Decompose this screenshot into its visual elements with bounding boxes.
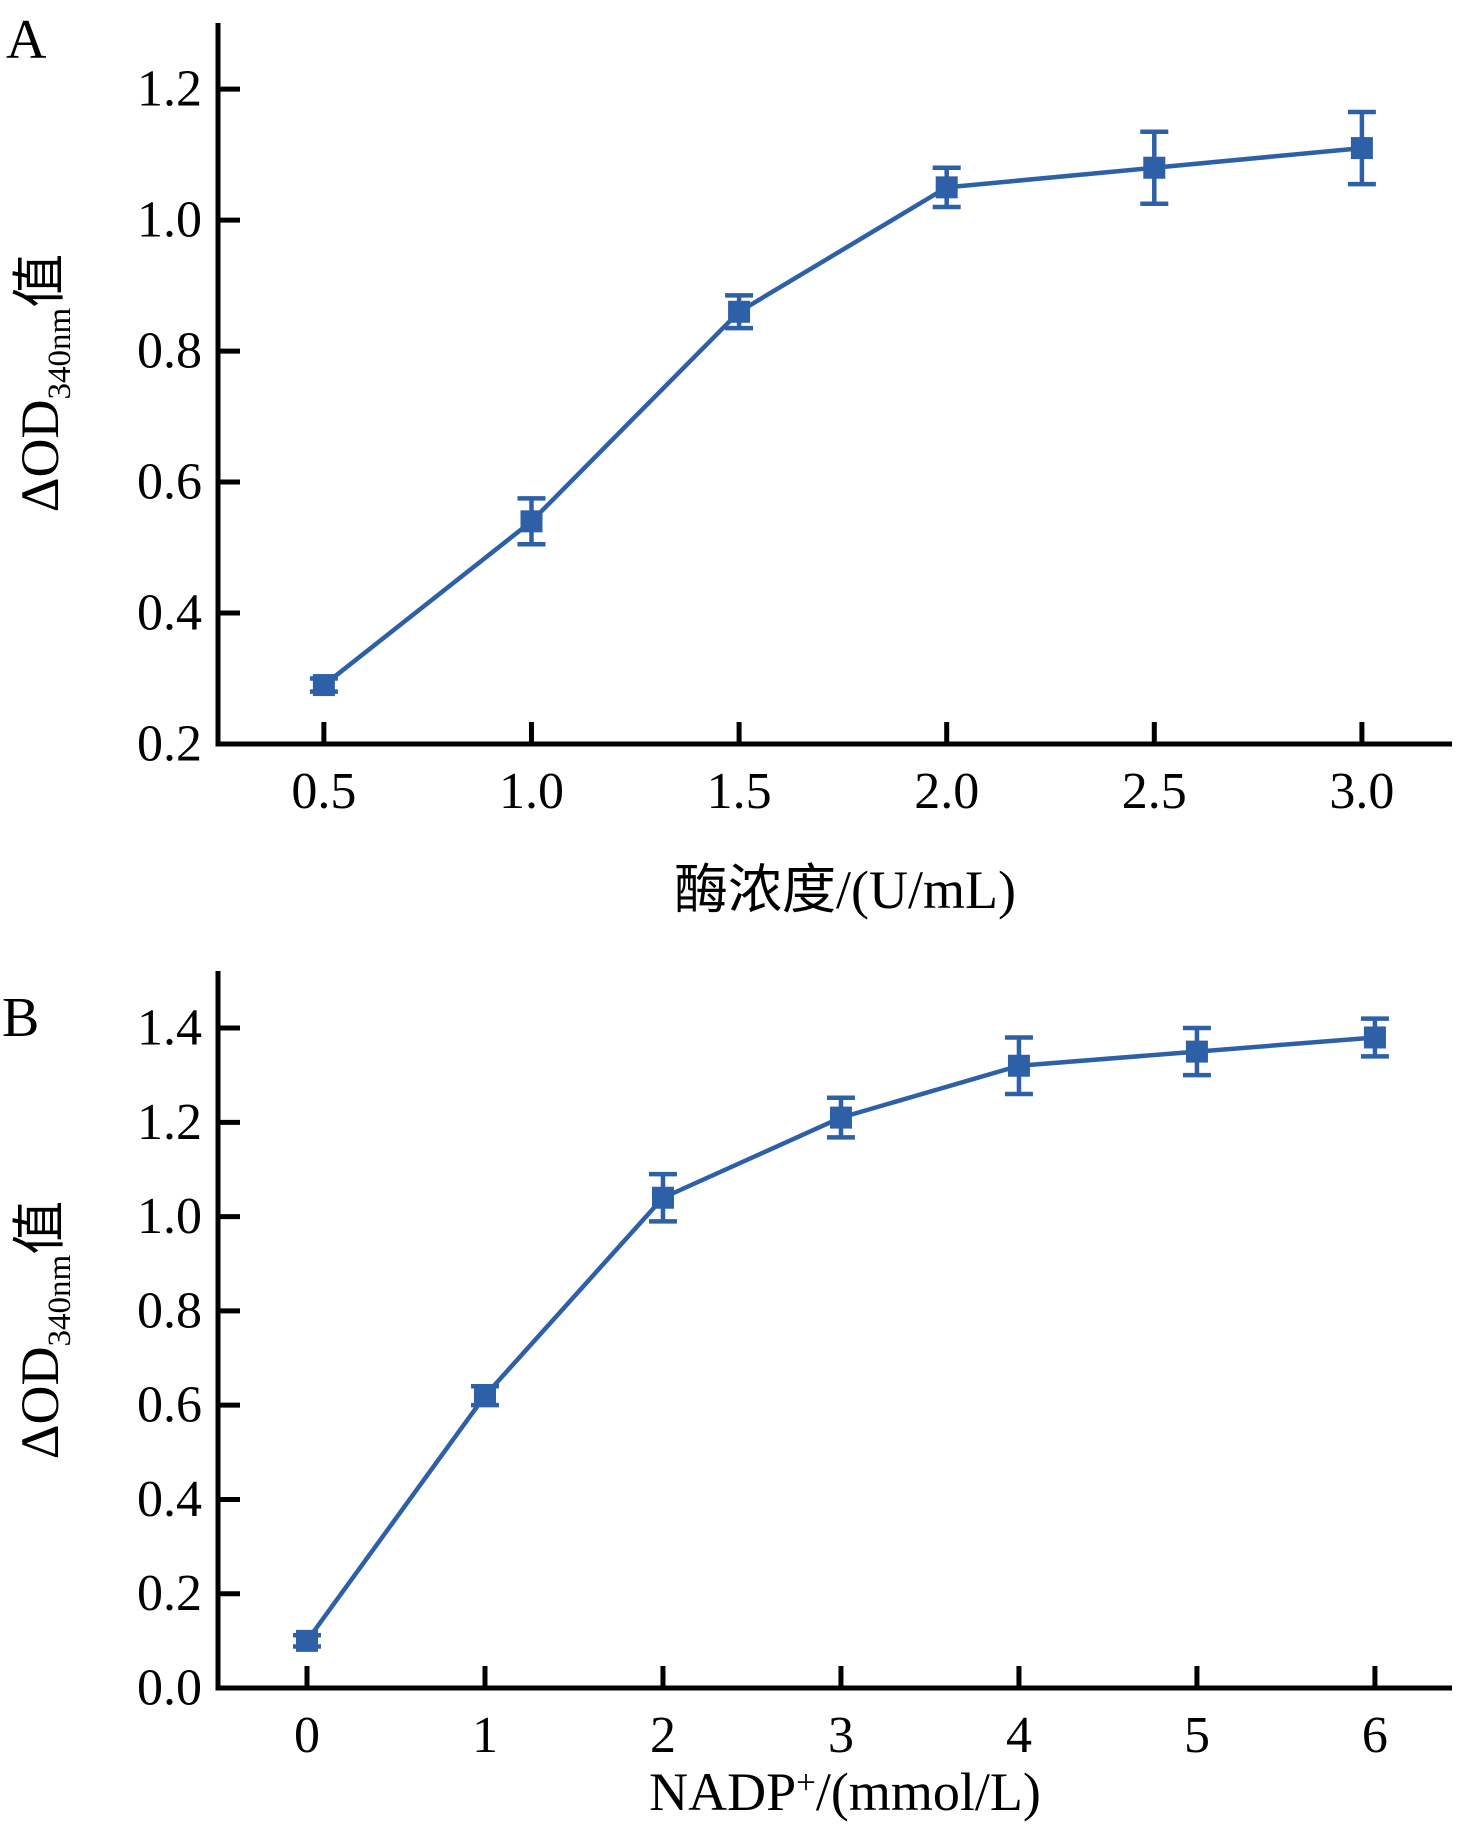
y-tick-label: 1.2 <box>137 61 202 118</box>
x-tick-label: 1.0 <box>499 763 564 820</box>
data-point-marker <box>312 674 335 697</box>
x-tick-label: 2.0 <box>914 763 979 820</box>
y-tick-label: 0.2 <box>137 716 202 773</box>
x-tick-label: 6 <box>1362 1707 1388 1764</box>
y-tick-label: 1.0 <box>137 1188 202 1245</box>
y-tick-label: 0.4 <box>137 1471 202 1528</box>
y-ticks: 0.2 0.4 0.6 0.8 1.0 1.2 <box>137 61 240 773</box>
data-points <box>312 137 1373 697</box>
data-series-line <box>322 145 1363 687</box>
y-tick-label: 1.4 <box>137 1000 202 1057</box>
x-tick-label: 3.0 <box>1329 763 1394 820</box>
y-tick-label: 1.0 <box>137 192 202 249</box>
x-ticks: 0.5 1.0 1.5 2.0 2.5 3.0 <box>291 722 1394 820</box>
x-ticks: 0 1 2 3 4 5 6 <box>294 1666 1388 1764</box>
data-point-marker <box>1350 137 1373 160</box>
axis-spines <box>215 23 1452 747</box>
y-tick-label: 0.6 <box>137 1377 202 1434</box>
data-point-marker <box>1363 1026 1386 1049</box>
data-point-marker <box>728 300 751 323</box>
x-tick-label: 0 <box>294 1707 320 1764</box>
x-tick-label: 4 <box>1006 1707 1032 1764</box>
y-tick-label: 0.8 <box>137 1282 202 1339</box>
y-tick-label: 0.0 <box>137 1660 202 1717</box>
y-tick-label: 0.2 <box>137 1565 202 1622</box>
error-bars <box>309 109 1376 694</box>
panel-label: B <box>2 987 39 1049</box>
x-axis-label: NADP+/(mmol/L) <box>649 1762 1041 1822</box>
panel-label: A <box>6 9 47 71</box>
data-point-marker <box>520 510 543 533</box>
chart-panel-A: 0.2 0.4 0.6 0.8 1.0 1.2 0.5 1.0 1.5 2.0 2.5 3.0 酶浓度/… <box>6 9 1452 920</box>
x-tick-label: 1.5 <box>707 763 772 820</box>
data-point-marker <box>651 1186 674 1209</box>
y-tick-label: 0.6 <box>137 454 202 511</box>
y-tick-label: 0.4 <box>137 585 202 642</box>
y-tick-label: 1.2 <box>137 1094 202 1151</box>
data-points <box>295 1026 1386 1652</box>
y-ticks: 0.0 0.2 0.4 0.6 0.8 1.0 1.2 1.4 <box>137 1000 240 1717</box>
x-tick-label: 2.5 <box>1122 763 1187 820</box>
data-point-marker <box>829 1106 852 1129</box>
x-axis-label: 酶浓度/(U/mL) <box>674 860 1016 920</box>
x-tick-label: 0.5 <box>291 763 356 820</box>
x-tick-label: 2 <box>650 1707 676 1764</box>
data-point-marker <box>935 176 958 199</box>
data-point-marker <box>1185 1040 1208 1063</box>
data-point-marker <box>295 1629 318 1652</box>
x-tick-label: 3 <box>828 1707 854 1764</box>
y-tick-label: 0.8 <box>137 323 202 380</box>
data-point-marker <box>1007 1054 1030 1077</box>
axis-spines <box>215 971 1452 1691</box>
y-axis-label: ΔOD340nm值 <box>10 1201 78 1459</box>
y-axis-label: ΔOD340nm值 <box>10 254 78 512</box>
x-tick-label: 5 <box>1184 1707 1210 1764</box>
data-point-marker <box>1143 156 1166 179</box>
x-tick-label: 1 <box>472 1707 498 1764</box>
chart-panel-B: 0.0 0.2 0.4 0.6 0.8 1.0 1.2 1.4 0 1 2 3 4 5 6 NADP+/(mm… <box>2 971 1452 1822</box>
data-point-marker <box>473 1384 496 1407</box>
